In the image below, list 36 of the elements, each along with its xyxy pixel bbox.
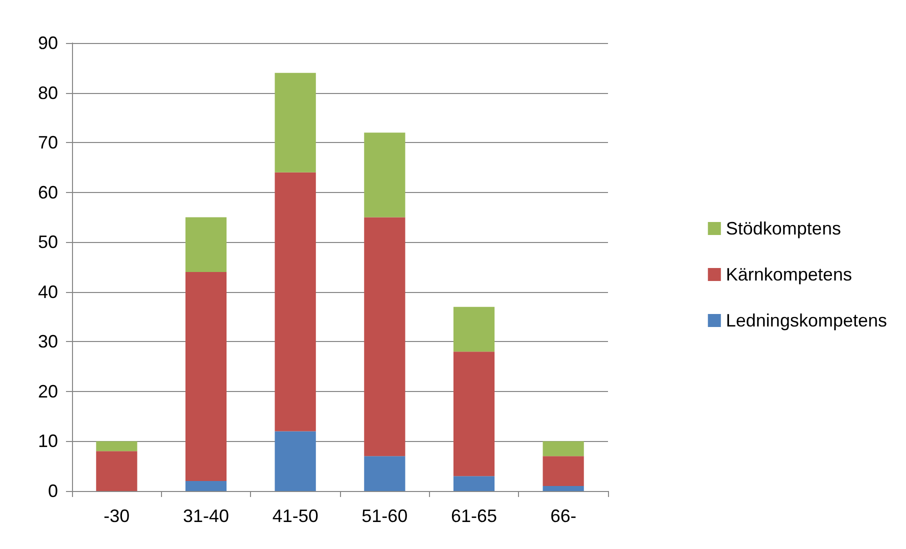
y-tick-label: 70 [38, 132, 58, 153]
bar [185, 272, 227, 482]
bar [185, 217, 227, 272]
y-tick-label: 10 [38, 431, 58, 452]
y-tick-label: 80 [38, 82, 58, 103]
bar [96, 441, 138, 452]
y-tick-label: 40 [38, 282, 58, 302]
y-tick-label: 20 [38, 381, 58, 402]
bar [453, 306, 495, 352]
bar [274, 72, 316, 172]
bar [274, 172, 316, 432]
bar [364, 132, 406, 218]
bar [542, 486, 584, 491]
bar [453, 476, 495, 491]
x-tick-label: 51-60 [362, 506, 408, 526]
bar [274, 431, 316, 491]
y-tick-label: 0 [48, 481, 58, 501]
legend-label: Ledningskompetens [726, 310, 888, 330]
x-tick-label: 66- [550, 506, 576, 526]
x-tick-label: 31-40 [182, 506, 230, 526]
legend-label: Stödkomptens [726, 218, 841, 238]
bar [364, 217, 406, 456]
bar [96, 451, 138, 491]
x-tick-label: 41-50 [272, 506, 318, 526]
bar [542, 456, 584, 486]
y-tick-label: 60 [38, 182, 58, 202]
y-tick-label: 30 [38, 332, 58, 352]
y-tick-label: 50 [38, 232, 58, 252]
bar [185, 481, 227, 491]
bar [542, 441, 584, 456]
bar [453, 352, 495, 476]
bar [364, 456, 406, 491]
y-tick-label: 90 [38, 33, 58, 53]
x-tick-label: 61-65 [450, 506, 498, 526]
x-tick-label: -30 [104, 506, 130, 526]
legend-label: Kärnkompetens [726, 264, 852, 284]
